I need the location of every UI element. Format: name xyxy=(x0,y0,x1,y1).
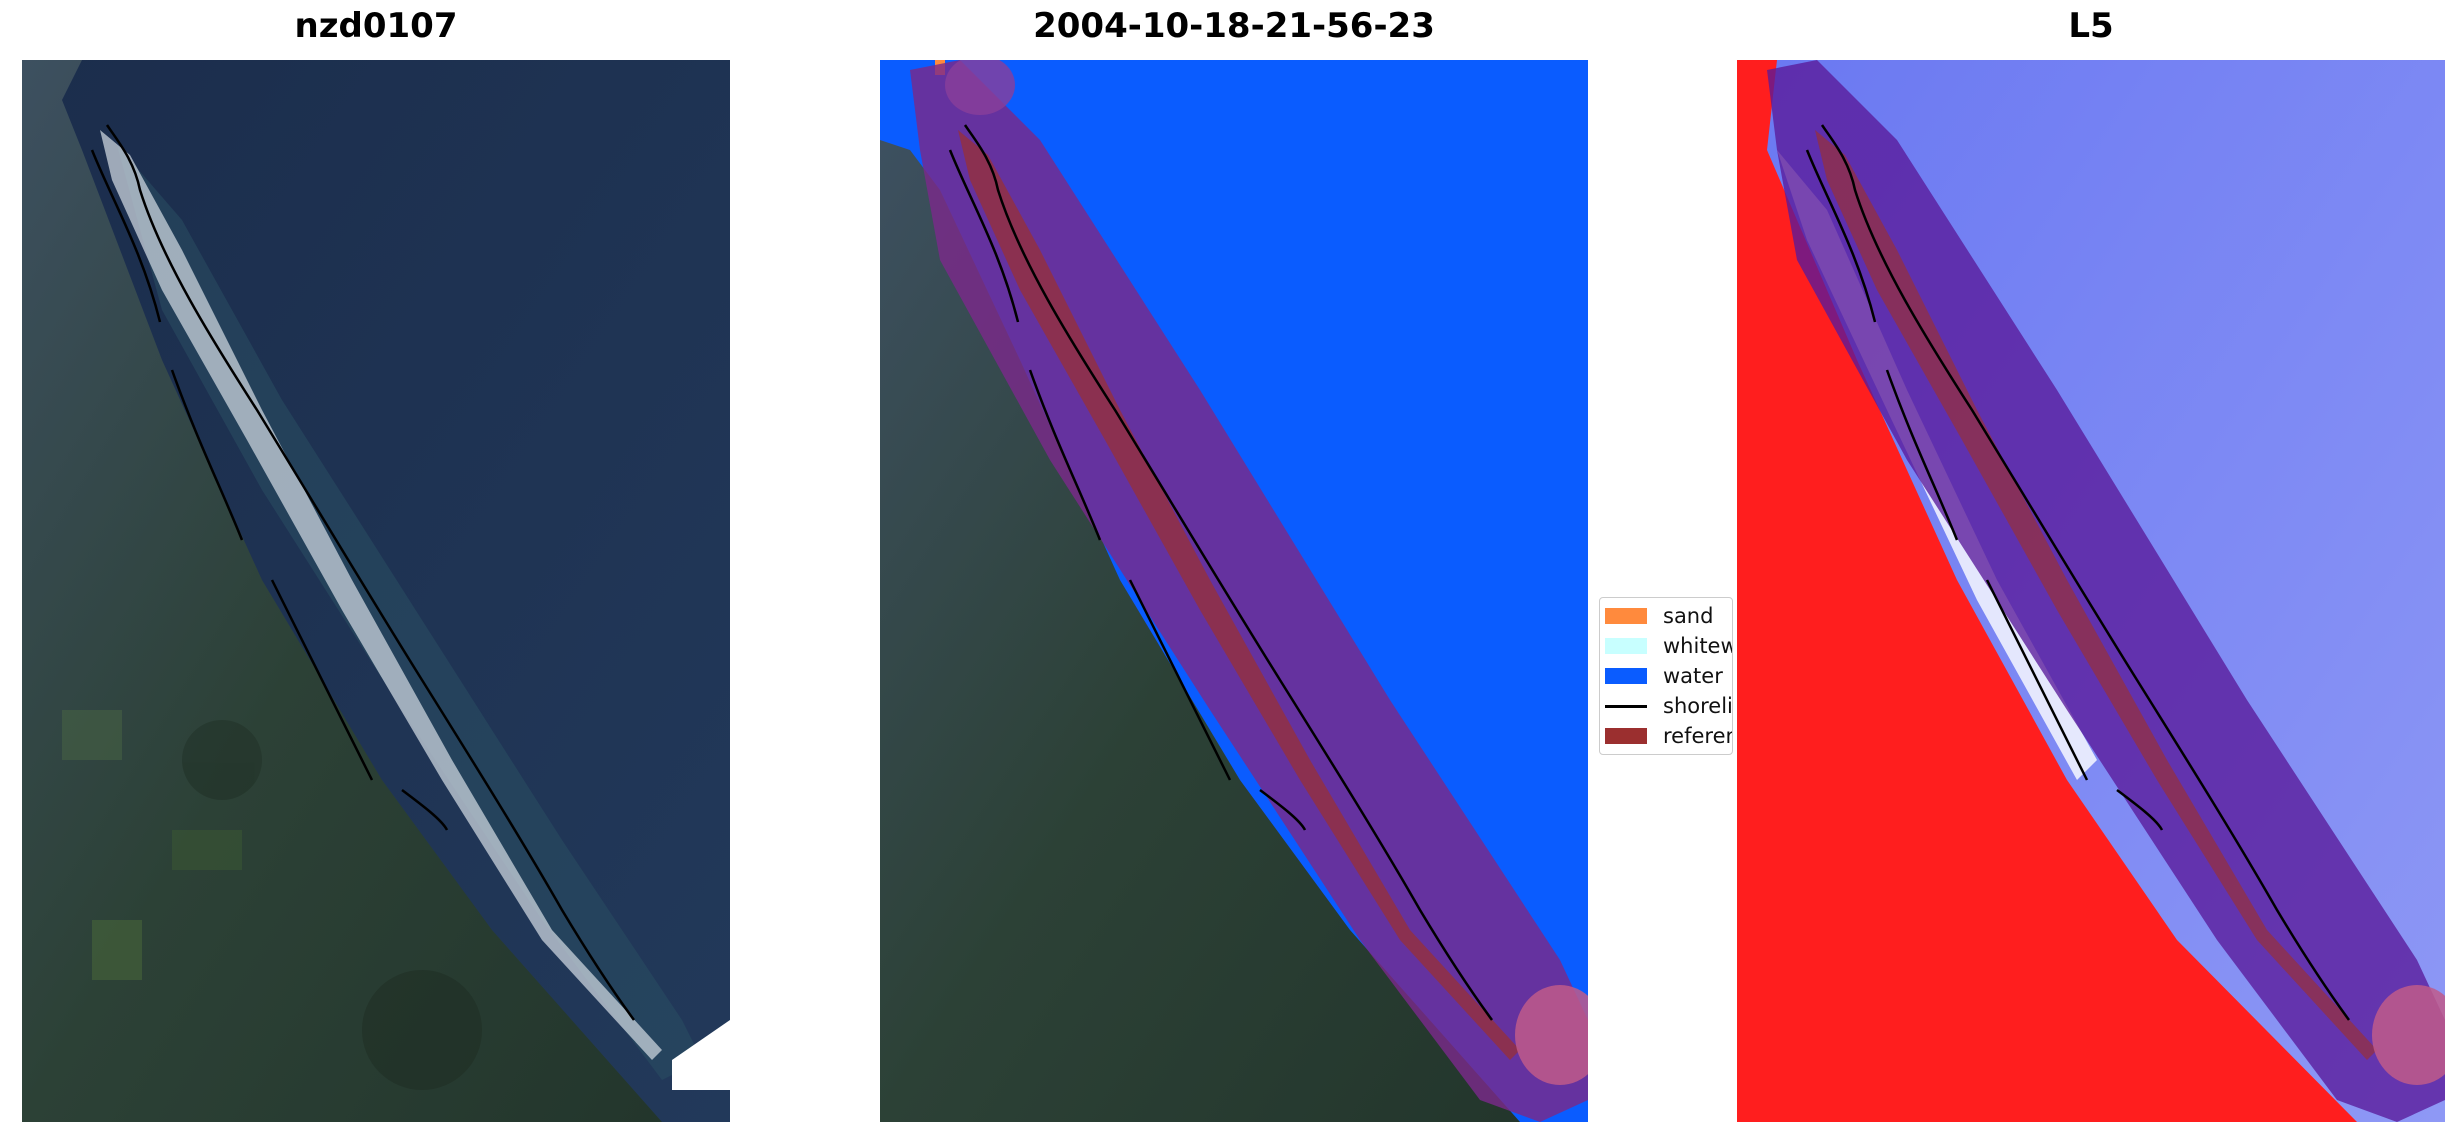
satellite-image xyxy=(22,60,730,1122)
classification-panel xyxy=(880,60,1588,1122)
legend-line-shoreline xyxy=(1605,704,1647,708)
legend-label-shoreline: shorelii xyxy=(1663,694,1733,718)
index-map-panel xyxy=(1737,60,2445,1122)
legend-item-whitewater: whitew xyxy=(1605,633,1733,659)
panel-title-left: nzd0107 xyxy=(294,6,458,46)
legend-label-water: water xyxy=(1663,664,1723,688)
farmland-patches xyxy=(62,710,482,1090)
beach-sand xyxy=(100,130,662,1060)
reference-shoreline-area xyxy=(1815,130,2377,1060)
legend-swatch-water xyxy=(1605,668,1647,684)
buffer-zone xyxy=(910,60,1588,1122)
nearshore-water xyxy=(117,145,702,1080)
white-gap-area xyxy=(672,1020,730,1090)
shoreline-trace xyxy=(948,124,1494,1021)
legend-label-sand: sand xyxy=(1663,604,1714,628)
buffer-start-circle xyxy=(945,60,1015,115)
buffer-end-circle xyxy=(1515,985,1588,1085)
classification-image xyxy=(880,60,1588,1122)
reference-shoreline-area xyxy=(958,130,1520,1060)
legend-item-shoreline: shorelii xyxy=(1605,693,1733,719)
legend-item-water: water xyxy=(1605,663,1723,689)
legend-swatch-sand xyxy=(1605,608,1647,624)
panel-title-middle: 2004-10-18-21-56-23 xyxy=(1033,6,1435,46)
buffer-zone xyxy=(1767,60,2445,1122)
legend-item-reference: referen xyxy=(1605,723,1733,749)
index-map-image xyxy=(1737,60,2445,1122)
panel-title-right: L5 xyxy=(2068,6,2114,46)
shoreline-trace xyxy=(1805,124,2351,1021)
satellite-image-panel xyxy=(22,60,730,1122)
legend: sand whitew water shorelii referen xyxy=(1599,597,1733,755)
land-area xyxy=(880,140,1520,1122)
buffer-end-circle xyxy=(2372,985,2445,1085)
legend-item-sand: sand xyxy=(1605,603,1713,629)
legend-swatch-reference xyxy=(1605,728,1647,744)
land-index-area xyxy=(1737,60,2357,1122)
legend-swatch-whitewater xyxy=(1605,638,1647,654)
legend-label-whitewater: whitew xyxy=(1663,634,1733,658)
shoreline-trace xyxy=(90,124,636,1021)
legend-label-reference: referen xyxy=(1663,724,1733,748)
